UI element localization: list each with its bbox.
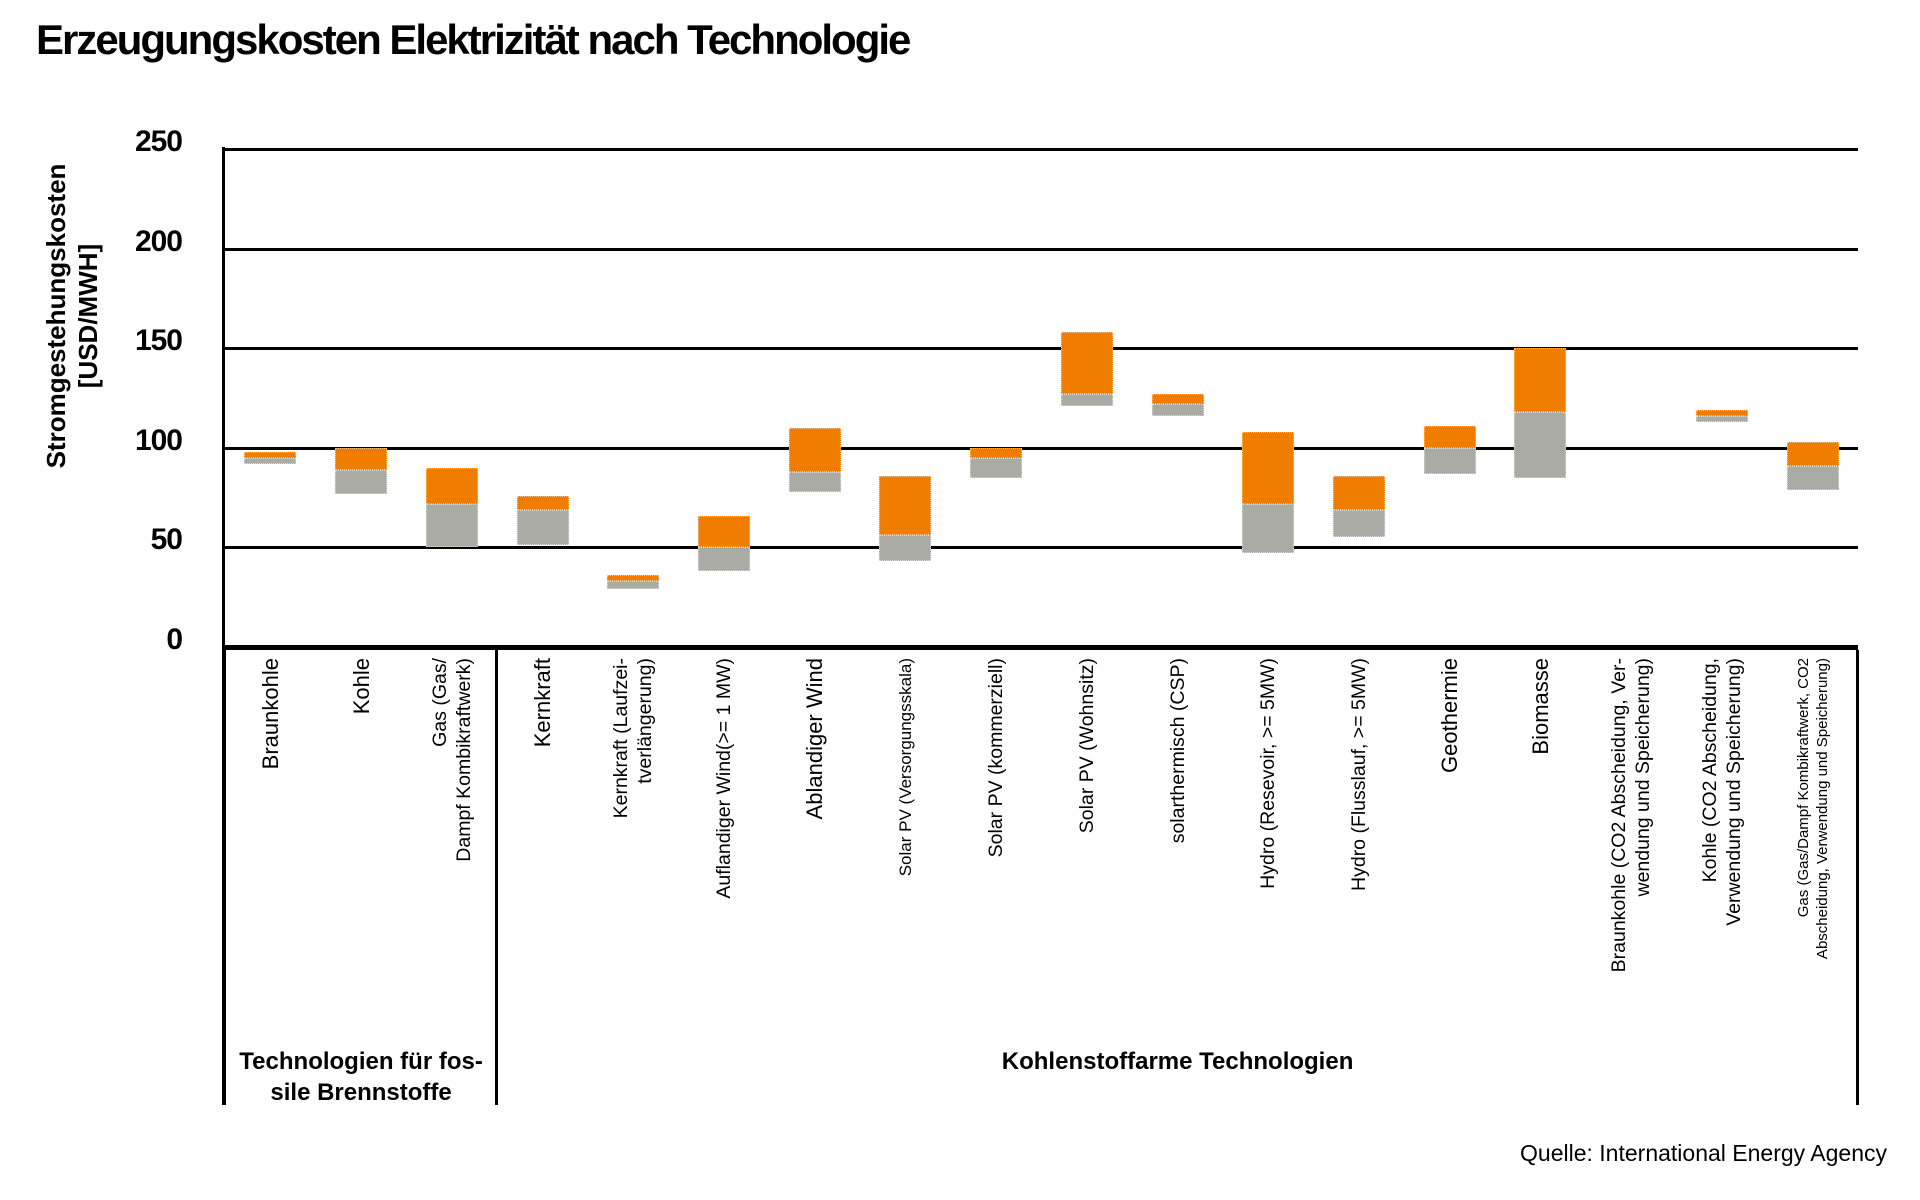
bar-high-geothermie [1423,425,1476,448]
bar-low-solar-pv-versorgungsskala [879,535,932,562]
x-axis-baseline [222,645,1858,650]
x-category-label-biomasse: Biomasse [1527,658,1553,755]
bar-low-hydro-resevoir [1242,503,1295,554]
bar-high-solar-pv-versorgungsskala [879,475,932,536]
group-label-1: Kohlenstoffarme Technologien [497,1046,1858,1077]
bar-low-kernkraft-laufzeitverlaengerung [607,581,660,590]
x-category-label-gas-ccs: Abscheidung, Verwendung und Speicherung) [1813,658,1831,960]
group-label-line: Kohlenstoffarme Technologien [1001,1048,1354,1075]
bar-high-auflandiger-wind [697,515,750,548]
bar-low-solarthermisch-csp [1151,403,1204,416]
group-label-line: Technologien für fos- [239,1048,483,1075]
gridline-150 [222,347,1858,351]
bar-low-kohle [335,469,388,494]
bar-high-braunkohle [244,451,297,458]
group-label-line: sile Brennstoffe [270,1079,452,1106]
bar-high-solarthermisch-csp [1151,394,1204,404]
x-category-label-solar-pv-versorgungsskala: Solar PV (Versorgungsskala) [895,658,915,877]
bar-low-gas-kombikraftwerk [425,503,478,548]
group-label-0: Technologien für fos-sile Brennstoffe [225,1046,497,1108]
y-tick-label-250: 250 [134,125,183,158]
x-category-label-kohle-ccs: Kohle (CO2 Abscheidung, [1698,658,1721,883]
bar-low-gas-ccs [1786,465,1839,490]
gridline-200 [222,247,1858,251]
x-category-label-kernkraft: Kernkraft [530,658,556,748]
x-category-label-kohle-ccs: Verwendung und Speicherung) [1722,658,1745,926]
gridline-100 [222,446,1858,450]
bar-high-kernkraft [516,495,569,510]
bar-high-biomasse [1514,348,1567,412]
bar-low-geothermie [1423,447,1476,474]
x-category-label-gas-kombikraftwerk: Dampf Kombikraftwerk) [452,658,475,862]
bar-high-hydro-resevoir [1242,431,1295,504]
x-category-label-braunkohle-ccs: wendung und Speicherung) [1632,658,1655,897]
bar-high-ablandiger-wind [788,427,841,472]
bar-low-solar-pv-wohnsitz [1060,394,1113,406]
bar-high-solar-pv-wohnsitz [1060,332,1113,394]
y-axis-line [222,147,225,1105]
bar-high-kohle [335,447,388,470]
bar-low-biomasse [1514,411,1567,478]
x-category-label-kohle: Kohle [348,658,374,715]
plot-top-border [222,148,1858,151]
bar-low-ablandiger-wind [788,471,841,492]
bar-low-kohle-ccs [1695,415,1748,422]
y-tick-label-0: 0 [166,623,183,656]
bar-low-solar-pv-kommerziell [970,457,1023,478]
y-tick-label-150: 150 [134,324,183,358]
bar-high-kernkraft-laufzeitverlaengerung [607,575,660,582]
x-category-label-kernkraft-laufzeitverlaengerung: tverlängerung) [634,658,657,784]
bar-low-braunkohle [244,457,297,464]
chart-title: Erzeugungskosten Elektrizität nach Techn… [36,16,911,63]
source-caption: Quelle: International Energy Agency [1520,1140,1887,1166]
x-category-label-braunkohle: Braunkohle [257,658,283,770]
x-category-label-solarthermisch-csp: solarthermisch (CSP) [1166,658,1189,844]
gridline-50 [222,546,1858,550]
x-category-label-hydro-flusslauf: Hydro (Flusslauf, >= 5MW) [1348,658,1371,891]
bar-high-hydro-flusslauf [1333,475,1386,510]
x-category-label-gas-ccs: Gas (Gas/Dampf Kombikraftwerk, CO2 [1794,658,1812,918]
group-divider-1 [495,650,499,1105]
x-category-label-solar-pv-kommerziell: Solar PV (kommerziell) [985,658,1008,858]
bar-high-gas-ccs [1786,441,1839,466]
y-tick-label-100: 100 [134,423,183,457]
x-category-label-kernkraft-laufzeitverlaengerung: Kernkraft (Laufzei- [610,658,633,819]
x-category-label-gas-kombikraftwerk: Gas (Gas/ [428,658,451,747]
y-tick-label-200: 200 [134,224,183,258]
x-category-label-braunkohle-ccs: Braunkohle (CO2 Abscheidung, Ver- [1608,658,1631,973]
bar-low-kernkraft [516,509,569,546]
bar-high-kohle-ccs [1695,409,1748,416]
y-tick-label-50: 50 [150,523,183,557]
x-category-label-auflandiger-wind: Auflandiger Wind(>= 1 MW) [712,658,735,899]
bar-high-gas-kombikraftwerk [425,467,478,504]
x-category-label-geothermie: Geothermie [1437,658,1463,773]
group-divider-0 [223,650,226,1105]
bar-low-auflandiger-wind [697,547,750,572]
label-area-right-border [1856,650,1859,1105]
x-category-label-hydro-resevoir: Hydro (Resevoir, >= 5MW) [1257,658,1280,889]
x-category-label-ablandiger-wind: Ablandiger Wind [802,658,828,820]
x-category-label-solar-pv-wohnsitz: Solar PV (Wohnsitz) [1075,658,1098,834]
bar-low-hydro-flusslauf [1333,509,1386,538]
bar-high-solar-pv-kommerziell [970,447,1023,458]
